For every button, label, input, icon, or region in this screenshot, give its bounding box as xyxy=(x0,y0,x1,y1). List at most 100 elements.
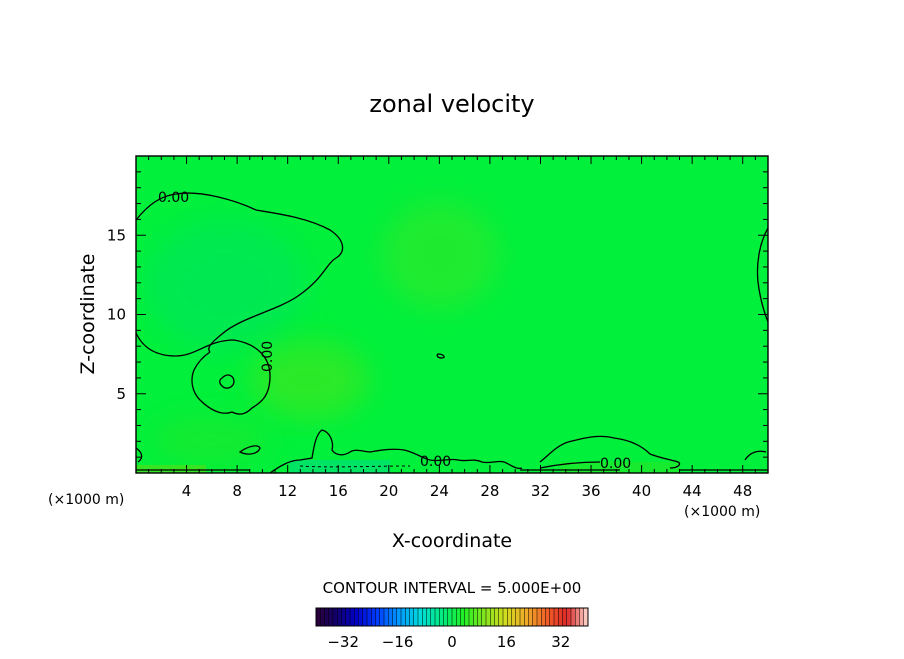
plot-area: 0.00 0.00 0.00 0.00 xyxy=(135,155,769,474)
colorbar-swatch xyxy=(583,608,589,626)
colorbar-swatch xyxy=(554,608,559,626)
contour-line xyxy=(219,374,235,389)
contour-line xyxy=(539,435,681,469)
colorbar-swatch xyxy=(511,608,517,626)
colorbar-swatch xyxy=(447,608,453,626)
colorbar-swatch xyxy=(413,608,419,626)
colorbar-swatch xyxy=(354,608,359,626)
x-tick-label: 20 xyxy=(379,482,398,500)
colorbar-swatch xyxy=(490,608,495,626)
colorbar-swatch xyxy=(430,608,436,626)
x-tick-label: 12 xyxy=(278,482,297,500)
colorbar-swatch xyxy=(337,608,342,626)
x-tick-label: 44 xyxy=(683,482,702,500)
x-tick-label: 16 xyxy=(329,482,348,500)
colorbar-swatch xyxy=(575,608,580,626)
field-shade xyxy=(136,465,206,473)
colorbar-swatch xyxy=(477,608,483,626)
contour-line xyxy=(136,447,143,463)
colorbar-swatch xyxy=(388,608,393,626)
colorbar-swatch xyxy=(367,608,372,626)
colorbar-swatch xyxy=(566,608,572,626)
y-axis-tick-labels: 5 10 15 xyxy=(107,226,126,403)
colorbar-swatch xyxy=(316,608,321,626)
field-shade xyxy=(150,415,270,465)
colorbar-swatch xyxy=(549,608,555,626)
contour-line xyxy=(136,332,271,415)
contour-label: 0.00 xyxy=(420,454,451,470)
x-tick-label: 4 xyxy=(182,482,192,500)
colorbar-swatch xyxy=(579,608,585,626)
colorbar-swatch xyxy=(460,608,466,626)
field-shade xyxy=(290,460,390,473)
colorbar-tick-label: −32 xyxy=(327,633,359,651)
colorbar-swatch xyxy=(341,608,347,626)
y-axis-ticks xyxy=(136,171,768,458)
colorbar-swatch xyxy=(524,608,529,626)
y-axis-label: Z-coordinate xyxy=(77,254,99,375)
field-shade xyxy=(560,462,680,473)
x-axis-ticks xyxy=(148,156,756,473)
zero-contours xyxy=(136,192,768,473)
colorbar-swatch xyxy=(528,608,534,626)
colorbar-swatch xyxy=(507,608,512,626)
contour-line xyxy=(136,192,344,353)
colorbar-swatch xyxy=(333,608,338,626)
y-tick-label: 10 xyxy=(107,306,126,324)
colorbar-swatch xyxy=(405,608,410,626)
x-tick-label: 48 xyxy=(733,482,752,500)
colorbar-swatch xyxy=(392,608,398,626)
colorbar-swatch xyxy=(371,608,376,626)
colorbar-swatch xyxy=(409,608,415,626)
x-tick-label: 8 xyxy=(232,482,242,500)
contour-label: 0.00 xyxy=(260,341,276,372)
x-axis-unit-left: (×1000 m) xyxy=(48,492,124,508)
colorbar-swatch xyxy=(486,608,491,626)
x-axis-tick-labels: 4 8 12 16 20 24 28 32 36 40 44 48 xyxy=(182,482,752,500)
contour-label: 0.00 xyxy=(158,190,189,206)
contour-line xyxy=(269,429,523,473)
colorbar-swatch xyxy=(362,608,368,626)
contour-line xyxy=(744,450,767,461)
field-shading xyxy=(136,200,680,473)
y-tick-label: 15 xyxy=(107,226,126,244)
colorbar-swatch xyxy=(469,608,474,626)
x-axis-label: X-coordinate xyxy=(392,530,512,552)
contour-label: 0.00 xyxy=(600,456,631,472)
chart-title: zonal velocity xyxy=(369,90,534,118)
colorbar-swatch xyxy=(503,608,508,626)
colorbar-swatch xyxy=(379,608,385,626)
contour-line xyxy=(539,461,601,469)
colorbar-swatch xyxy=(320,608,325,626)
colorbar-swatch xyxy=(422,608,427,626)
colorbar-swatch xyxy=(532,608,538,626)
colorbar-swatch xyxy=(350,608,355,626)
x-tick-label: 24 xyxy=(430,482,449,500)
colorbar-tick-label: 16 xyxy=(497,633,516,651)
x-tick-label: 32 xyxy=(531,482,550,500)
colorbar-tick-labels: −32 −16 0 16 32 xyxy=(327,633,570,651)
colorbar-swatch xyxy=(537,608,542,626)
field-shade xyxy=(145,220,305,350)
colorbar-swatch xyxy=(375,608,381,626)
colorbar-swatch xyxy=(541,608,546,626)
x-tick-label: 28 xyxy=(480,482,499,500)
colorbar-swatch xyxy=(562,608,568,626)
contour-labels: 0.00 0.00 0.00 0.00 xyxy=(158,190,631,472)
colorbar-swatch xyxy=(439,608,444,626)
contour-line xyxy=(299,465,411,468)
colorbar-swatch xyxy=(396,608,402,626)
x-axis-unit-right: (×1000 m) xyxy=(684,504,760,520)
colorbar-swatch xyxy=(452,608,457,626)
colorbar-frame xyxy=(315,607,589,627)
colorbar-swatch xyxy=(401,608,406,626)
colorbar-swatch xyxy=(328,608,334,626)
contour-interval-label: CONTOUR INTERVAL = 5.000E+00 xyxy=(323,579,582,597)
colorbar-swatch xyxy=(520,608,525,626)
y-tick-label: 5 xyxy=(116,385,126,403)
colorbar-swatch xyxy=(443,608,449,626)
contour-line xyxy=(436,353,445,359)
contour-line xyxy=(756,227,768,323)
